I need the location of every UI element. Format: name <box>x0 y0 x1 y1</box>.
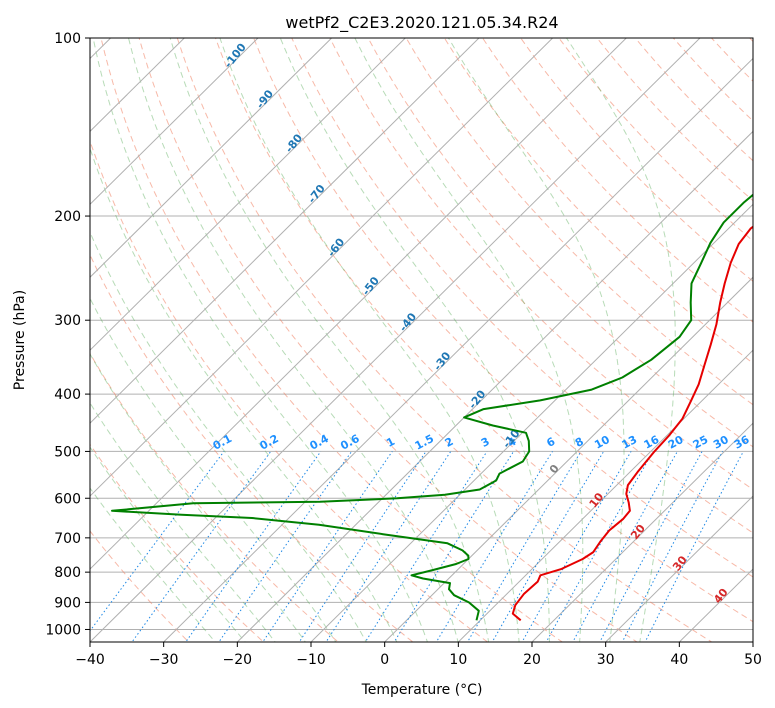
moist-adiabat-line <box>448 38 625 642</box>
dry-adiabat-line <box>596 38 753 202</box>
y-tick-label: 700 <box>54 531 81 547</box>
x-tick-label: −30 <box>149 652 179 668</box>
mixing-ratio-label: 13 <box>620 433 640 452</box>
moist-adiabat-line <box>566 38 676 642</box>
x-tick-label: 40 <box>670 652 688 668</box>
isotherm-line <box>383 276 753 642</box>
mixing-ratio-line <box>435 451 553 642</box>
isotherm-line <box>90 38 553 497</box>
profiles <box>111 193 753 622</box>
axes: −40 −30 −20 −10 0 10 20 30 40 50 100 200 300 400 500 60… <box>45 31 762 668</box>
dry-adiabat-line <box>90 352 340 642</box>
mixing-ratio-label: 10 <box>592 433 612 452</box>
y-tick-label: 500 <box>54 444 81 460</box>
x-axis-label: Temperature (°C) <box>361 682 483 698</box>
mixing-ratio-line <box>325 451 452 642</box>
x-tick-label: 20 <box>523 652 541 668</box>
moist-adiabat-line <box>90 446 246 642</box>
moist-adiabat-line <box>90 487 216 642</box>
temperature-profile-line <box>511 225 753 622</box>
y-axis-label: Pressure (hPa) <box>12 290 28 390</box>
x-tick-label: 50 <box>744 652 762 668</box>
mixing-ratio-line <box>131 451 272 642</box>
dry-adiabat-line <box>329 38 753 491</box>
dry-adiabat-line <box>291 38 753 534</box>
chart-title: wetPf2_C2E3.2020.121.05.34.R24 <box>285 13 558 33</box>
y-tick-label: 400 <box>54 387 81 403</box>
mixing-ratio-label: 16 <box>642 433 662 452</box>
y-tick-label: 100 <box>54 31 81 47</box>
y-tick-label: 300 <box>54 313 81 329</box>
dry-adiabat-line <box>405 38 753 406</box>
mixing-ratio-line <box>521 451 632 642</box>
moist-adiabat-line <box>279 38 550 642</box>
isotherm-line <box>90 38 701 642</box>
dry-adiabat-line <box>90 443 265 642</box>
dry-adiabat-line <box>176 38 713 642</box>
mixing-ratio-label: 25 <box>691 433 711 452</box>
moist-adiabat-line <box>169 38 490 642</box>
dry-adiabat-line <box>90 253 414 642</box>
mixing-ratio-line <box>572 451 678 642</box>
isotherm-line <box>236 130 753 642</box>
mixing-ratio-label: 36 <box>732 433 752 452</box>
isotherm-line <box>604 495 753 642</box>
dewpoint-profile-line <box>111 193 753 621</box>
dry-adiabat-line <box>100 38 564 642</box>
mixing-ratio-line <box>218 451 353 642</box>
y-tick-label: 1000 <box>45 622 81 638</box>
mixing-ratio-line <box>644 451 744 642</box>
dry-adiabat-line <box>520 38 753 282</box>
isotherm-line <box>90 38 627 570</box>
dry-adiabat-line <box>138 38 638 642</box>
mixing-ratio-label: 20 <box>666 433 686 452</box>
dry-adiabat-line <box>215 38 753 623</box>
moist-adiabat-line <box>90 146 398 642</box>
mixing-ratio-line <box>185 451 322 642</box>
isotherm-line <box>531 422 753 642</box>
y-tick-label: 900 <box>54 595 81 611</box>
mixing-ratio-line <box>262 451 393 642</box>
plot-area <box>90 38 753 642</box>
plot-frame <box>89 37 754 643</box>
isotherm-line <box>310 203 753 642</box>
x-tick-label: −20 <box>223 652 253 668</box>
x-tick-label: 30 <box>597 652 615 668</box>
isotherm-line <box>90 38 332 278</box>
moist-adiabat-line <box>90 402 276 642</box>
moist-adiabat-line <box>90 230 367 642</box>
dry-adiabat-line <box>90 139 489 642</box>
y-tick-label: 800 <box>54 565 81 581</box>
isotherm-line <box>90 38 406 351</box>
isotherm-line <box>90 38 480 424</box>
isotherm-line <box>162 57 753 642</box>
y-tick-label: 600 <box>54 491 81 507</box>
moist-adiabat-line <box>354 38 584 642</box>
dry-adiabat-line <box>558 38 753 242</box>
x-tick-label: −40 <box>75 652 105 668</box>
x-tick-label: 0 <box>380 652 389 668</box>
x-tick-label: −10 <box>296 652 326 668</box>
mixing-ratio-line <box>466 451 582 642</box>
isotherm-line <box>90 38 259 206</box>
moist-adiabat-line <box>90 297 337 642</box>
mixing-ratio-label: 30 <box>711 433 731 452</box>
moist-adiabat-line <box>90 353 307 642</box>
y-tick-label: 200 <box>54 209 81 225</box>
mixing-ratio-line <box>491 451 605 642</box>
x-tick-label: 10 <box>449 652 467 668</box>
dry-adiabat-line <box>443 38 753 364</box>
mixing-ratio-line <box>545 451 654 642</box>
mixing-ratio-line <box>298 451 427 642</box>
moist-adiabat-line <box>219 38 520 642</box>
background-lines <box>90 38 753 642</box>
isotherm-line <box>457 349 753 642</box>
